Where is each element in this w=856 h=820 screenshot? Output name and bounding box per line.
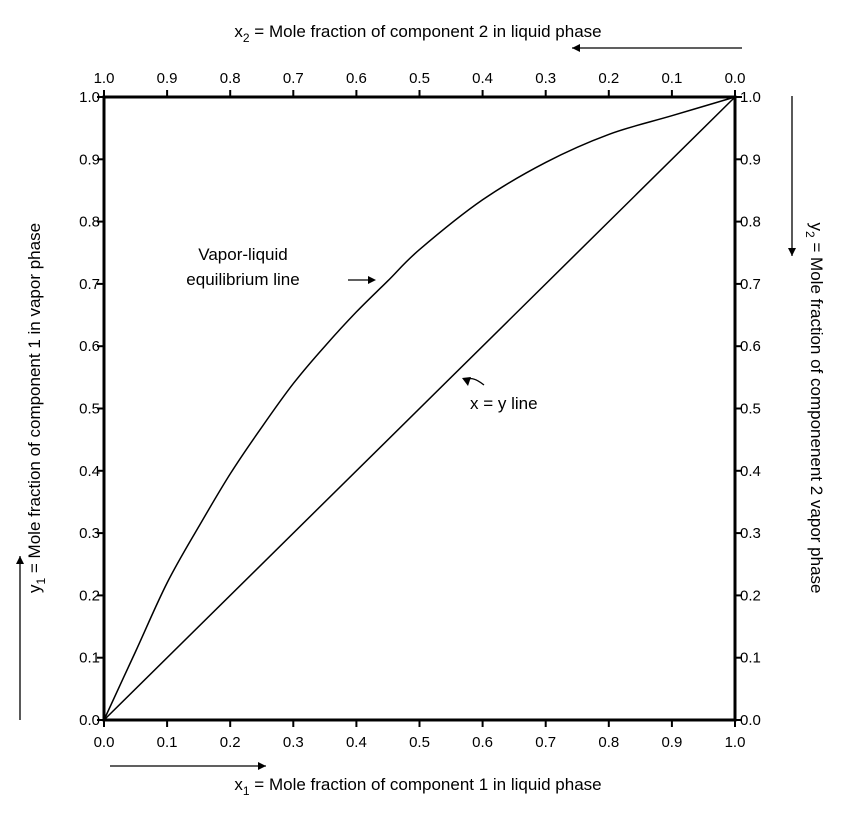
- right-tick-label: 1.0: [740, 89, 761, 106]
- right-direction-arrow: [788, 96, 796, 256]
- vle-annotation-arrow: [348, 276, 376, 284]
- vle-annotation-line2: equilibrium line: [186, 270, 299, 289]
- top-tick-label: 1.0: [94, 70, 115, 87]
- right-tick-label: 0.4: [740, 463, 761, 480]
- bottom-tick-label: 1.0: [725, 734, 746, 751]
- bottom-tick-label: 0.0: [94, 734, 115, 751]
- left-tick-label: 0.0: [79, 712, 100, 729]
- left-tick-label: 0.3: [79, 525, 100, 542]
- bottom-tick-label: 0.2: [220, 734, 241, 751]
- top-ticks: 1.0 0.9 0.8 0.7 0.6 0.5 0.4 0.3 0.2 0.1 0.0: [94, 70, 746, 97]
- left-tick-label: 0.8: [79, 214, 100, 231]
- vle-annotation-line1: Vapor-liquid: [198, 245, 287, 264]
- right-tick-label: 0.5: [740, 401, 761, 418]
- right-tick-label: 0.8: [740, 214, 761, 231]
- left-ticks: 0.0 0.1 0.2 0.3 0.4 0.5 0.6 0.7 0.8 0.9 1.0: [79, 89, 104, 729]
- bottom-tick-label: 0.8: [598, 734, 619, 751]
- top-tick-label: 0.3: [535, 70, 556, 87]
- bottom-tick-label: 0.4: [346, 734, 367, 751]
- xy-annotation-arrow: [462, 377, 485, 386]
- bottom-ticks: 0.0 0.1 0.2 0.3 0.4 0.5 0.6 0.7 0.8 0.9 1.0: [94, 720, 746, 751]
- top-tick-label: 0.1: [661, 70, 682, 87]
- bottom-tick-label: 0.7: [535, 734, 556, 751]
- top-tick-label: 0.0: [725, 70, 746, 87]
- left-tick-label: 0.2: [79, 587, 100, 604]
- left-tick-label: 0.4: [79, 463, 100, 480]
- left-tick-label: 0.6: [79, 338, 100, 355]
- bottom-tick-label: 0.9: [661, 734, 682, 751]
- left-axis-title: y1 = Mole fraction of component 1 in vap…: [25, 223, 48, 593]
- right-tick-label: 0.2: [740, 587, 761, 604]
- bottom-tick-label: 0.5: [409, 734, 430, 751]
- top-tick-label: 0.8: [220, 70, 241, 87]
- bottom-axis-title: x1 = Mole fraction of component 1 in liq…: [234, 775, 601, 798]
- left-tick-label: 0.1: [79, 650, 100, 667]
- top-tick-label: 0.4: [472, 70, 493, 87]
- bottom-tick-label: 0.3: [283, 734, 304, 751]
- top-tick-label: 0.9: [157, 70, 178, 87]
- right-tick-label: 0.7: [740, 276, 761, 293]
- right-tick-label: 0.9: [740, 151, 761, 168]
- left-tick-label: 0.9: [79, 151, 100, 168]
- right-tick-label: 0.6: [740, 338, 761, 355]
- series-layer: [103, 96, 736, 721]
- bottom-direction-arrow: [110, 762, 266, 770]
- xy-line-annotation: x = y line: [470, 394, 538, 413]
- right-tick-label: 0.0: [740, 712, 761, 729]
- left-tick-label: 0.7: [79, 276, 100, 293]
- top-axis-title: x2 = Mole fraction of component 2 in liq…: [234, 22, 601, 45]
- top-tick-label: 0.2: [598, 70, 619, 87]
- right-axis-title: y2 = Mole fraction of componenent 2 vapo…: [803, 223, 826, 594]
- right-tick-label: 0.1: [740, 650, 761, 667]
- right-tick-label: 0.3: [740, 525, 761, 542]
- vle-curve: [103, 96, 736, 721]
- left-tick-label: 0.5: [79, 401, 100, 418]
- top-direction-arrow: [572, 44, 742, 52]
- x-equals-y-line: [103, 96, 736, 721]
- bottom-tick-label: 0.1: [157, 734, 178, 751]
- bottom-tick-label: 0.6: [472, 734, 493, 751]
- top-tick-label: 0.5: [409, 70, 430, 87]
- left-direction-arrow: [16, 556, 24, 720]
- top-tick-label: 0.7: [283, 70, 304, 87]
- right-ticks: 1.0 0.9 0.8 0.7 0.6 0.5 0.4 0.3 0.2 0.1 0.0: [735, 89, 761, 729]
- top-tick-label: 0.6: [346, 70, 367, 87]
- left-tick-label: 1.0: [79, 89, 100, 106]
